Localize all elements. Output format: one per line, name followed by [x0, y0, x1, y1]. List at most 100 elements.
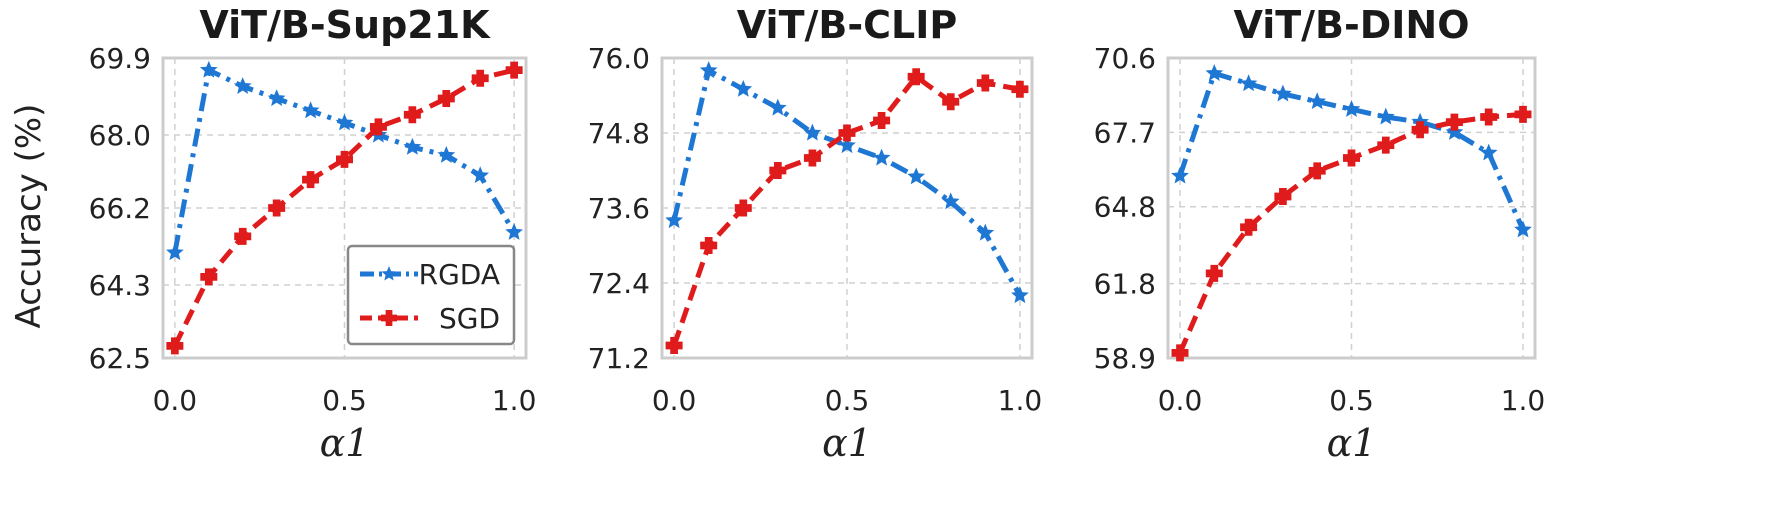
data-point-rgda	[1274, 84, 1292, 102]
data-point-sgd	[403, 106, 421, 124]
data-point-rgda	[301, 101, 320, 119]
y-tick-label: 64.3	[89, 269, 151, 302]
y-tick-label: 71.2	[588, 342, 650, 375]
data-point-sgd	[505, 61, 523, 79]
y-tick-label: 72.4	[588, 267, 650, 300]
data-point-rgda	[1171, 166, 1189, 184]
chart-panel-1: 71.2 72.4 73.6 74.8 76.0 0.0 0.5 1.0 ViT/B-CLIP α…	[588, 3, 1043, 465]
data-point-sgd	[1011, 80, 1029, 98]
data-point-rgda	[335, 113, 354, 131]
x-tick-label: 0.0	[153, 384, 198, 417]
data-point-sgd	[1445, 113, 1463, 131]
x-axis-label: α1	[1327, 421, 1377, 465]
data-point-rgda	[233, 77, 252, 94]
data-point-rgda	[665, 211, 683, 229]
data-point-rgda	[403, 137, 422, 155]
series-line-rgda	[1177, 70, 1526, 231]
data-point-rgda	[1376, 107, 1395, 125]
data-point-rgda	[1445, 123, 1464, 140]
chart-panel-0: 62.5 64.3 66.2 68.0 69.9 0.0 0.5 1.0 ViT/B-Sup21…	[9, 3, 536, 465]
data-point-rgda	[267, 89, 286, 107]
data-point-rgda	[1239, 74, 1258, 92]
series-line-sgd	[671, 74, 1021, 347]
x-tick-label: 0.0	[1158, 384, 1203, 417]
chart-title: ViT/B-DINO	[1233, 3, 1469, 47]
data-point-sgd	[1308, 162, 1326, 180]
y-tick-label: 76.0	[588, 42, 650, 75]
y-tick-label: 66.2	[89, 192, 151, 225]
x-tick-label: 0.5	[825, 384, 870, 417]
data-point-rgda	[166, 243, 184, 261]
data-point-sgd	[1274, 187, 1292, 205]
x-axis-label: α1	[320, 421, 370, 465]
data-point-sgd	[437, 90, 455, 108]
data-point-rgda	[803, 123, 822, 141]
legend-marker-rgda	[381, 266, 397, 281]
data-point-rgda	[505, 222, 523, 240]
legend-marker-sgd	[381, 310, 397, 326]
data-point-rgda	[734, 80, 753, 97]
series-line-rgda	[671, 68, 1023, 297]
chart-title: ViT/B-Sup21K	[199, 3, 491, 47]
y-tick-label: 67.7	[1094, 116, 1156, 149]
data-point-sgd	[166, 337, 184, 355]
x-tick-label: 0.5	[322, 384, 367, 417]
data-point-rgda	[471, 166, 490, 184]
data-point-sgd	[907, 68, 925, 86]
data-point-sgd	[976, 74, 994, 92]
legend: RGDA SGD	[346, 244, 516, 346]
data-point-sgd	[1171, 344, 1189, 362]
x-tick-label: 0.5	[1329, 384, 1374, 417]
x-tick-label: 1.0	[998, 384, 1043, 417]
data-point-rgda	[872, 148, 891, 166]
data-point-sgd	[1480, 108, 1498, 126]
y-tick-label: 58.9	[1094, 342, 1156, 375]
data-point-sgd	[803, 149, 821, 167]
data-point-sgd	[1514, 105, 1532, 123]
y-tick-label: 74.8	[588, 117, 650, 150]
data-point-rgda	[976, 223, 995, 241]
y-tick-label: 68.0	[89, 119, 151, 152]
data-point-sgd	[471, 69, 489, 87]
legend-label: RGDA	[419, 258, 500, 291]
data-point-sgd	[1411, 121, 1429, 139]
x-tick-label: 0.0	[652, 384, 697, 417]
data-point-rgda	[838, 136, 856, 154]
data-point-sgd	[369, 118, 387, 136]
data-point-rgda	[1205, 64, 1224, 81]
data-point-rgda	[699, 61, 718, 79]
data-point-sgd	[200, 268, 218, 286]
data-point-sgd	[942, 93, 960, 111]
data-point-sgd	[1240, 218, 1258, 236]
x-axis-label: α1	[822, 421, 872, 465]
y-axis-label: Accuracy (%)	[9, 104, 49, 329]
y-tick-label: 70.6	[1094, 42, 1156, 75]
data-point-rgda	[768, 98, 787, 116]
data-point-rgda	[1479, 143, 1498, 161]
y-tick-label: 64.8	[1094, 191, 1156, 224]
y-tick-label: 62.5	[89, 342, 151, 375]
x-tick-label: 1.0	[492, 384, 537, 417]
data-point-sgd	[769, 162, 787, 179]
data-point-sgd	[234, 227, 252, 245]
data-point-sgd	[734, 199, 752, 217]
data-point-sgd	[1343, 149, 1360, 167]
data-point-sgd	[873, 112, 891, 129]
data-point-rgda	[1342, 99, 1361, 117]
data-point-rgda	[907, 167, 926, 185]
chart-panel-2: 58.9 61.8 64.8 67.7 70.6 0.0 0.5 1.0 ViT/B-DINO α…	[1094, 3, 1546, 465]
data-point-rgda	[437, 145, 456, 163]
data-point-rgda	[1308, 92, 1327, 110]
data-point-sgd	[302, 171, 320, 189]
data-point-sgd	[268, 199, 286, 217]
chart-title: ViT/B-CLIP	[737, 3, 957, 47]
data-point-sgd	[1205, 264, 1223, 282]
x-tick-label: 1.0	[1501, 384, 1546, 417]
legend-label: SGD	[439, 302, 500, 335]
data-point-rgda	[199, 60, 218, 78]
data-point-sgd	[1377, 136, 1395, 154]
data-point-sgd	[700, 237, 718, 254]
y-tick-label: 69.9	[89, 42, 151, 75]
